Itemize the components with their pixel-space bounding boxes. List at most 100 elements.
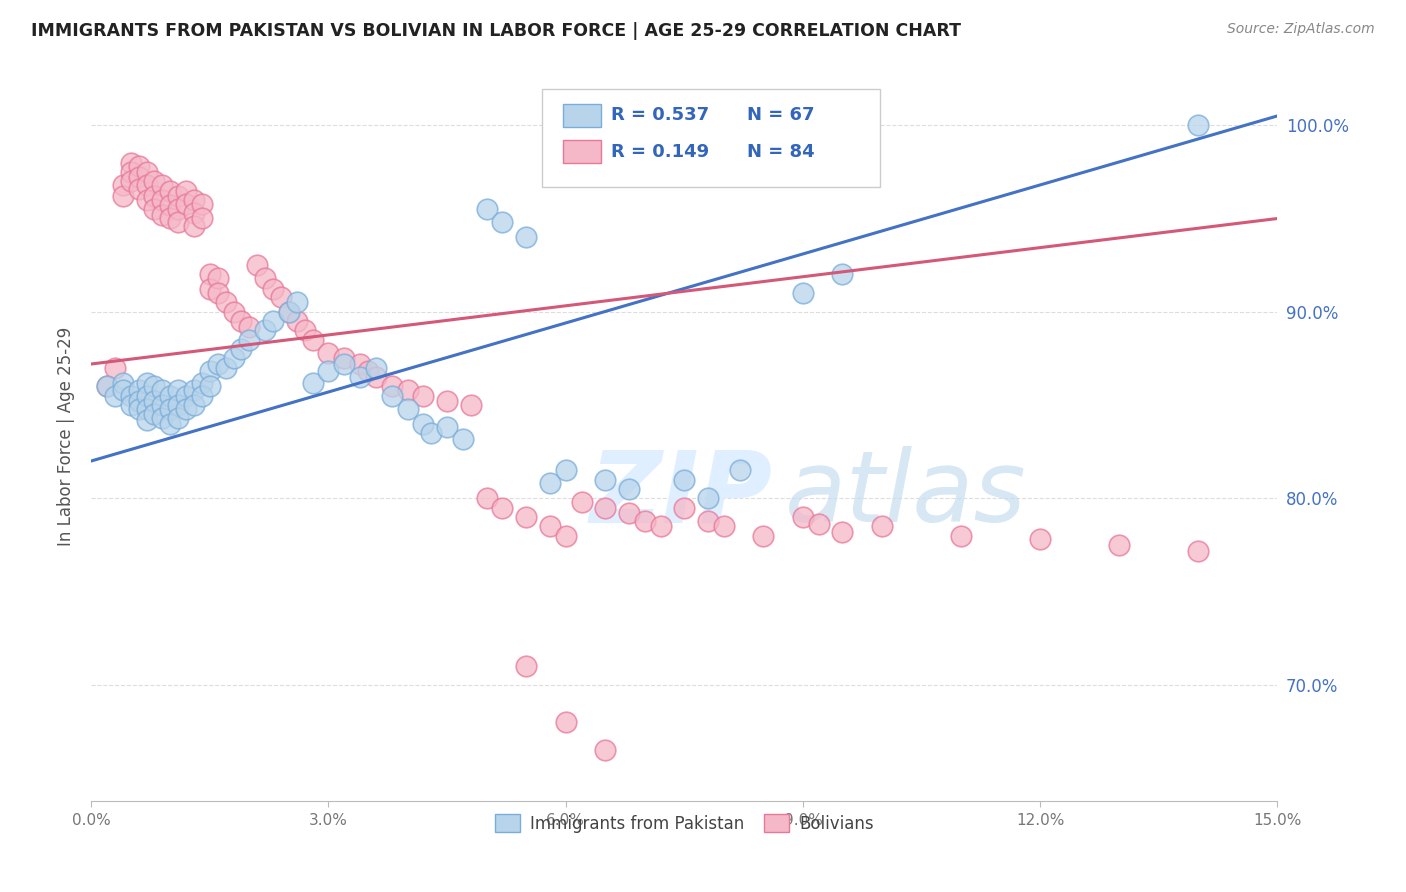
Point [752,528,775,542]
Point [128,394,150,409]
Point [262,282,284,296]
Point [697,514,720,528]
Point [381,379,404,393]
Point [150,193,173,207]
Point [128,170,150,185]
Point [120,174,142,188]
Point [167,202,190,216]
Point [135,178,157,192]
Point [294,323,316,337]
Point [349,357,371,371]
Point [318,364,340,378]
Text: ZIP: ZIP [589,447,772,543]
Point [285,295,308,310]
Point [104,389,127,403]
Point [207,357,229,371]
Point [167,383,190,397]
Point [1108,538,1130,552]
Point [111,383,134,397]
Legend: Immigrants from Pakistan, Bolivians: Immigrants from Pakistan, Bolivians [488,807,880,839]
Point [150,398,173,412]
Point [277,305,299,319]
Point [807,517,830,532]
Point [135,165,157,179]
Point [159,389,181,403]
Point [135,413,157,427]
Point [713,519,735,533]
Point [1187,118,1209,132]
Point [301,333,323,347]
Point [436,420,458,434]
Point [150,208,173,222]
FancyBboxPatch shape [564,140,602,163]
Point [617,506,640,520]
Point [111,189,134,203]
Point [143,394,166,409]
Point [254,271,277,285]
Point [159,401,181,416]
Text: R = 0.149: R = 0.149 [610,143,709,161]
Point [183,193,205,207]
Point [183,383,205,397]
Point [238,333,260,347]
Point [159,417,181,431]
Point [191,196,214,211]
Point [1029,533,1052,547]
Point [792,286,814,301]
Point [554,715,576,730]
Point [238,319,260,334]
Point [135,376,157,390]
Point [191,389,214,403]
Point [183,206,205,220]
Point [792,510,814,524]
Point [198,268,221,282]
Y-axis label: In Labor Force | Age 25-29: In Labor Force | Age 25-29 [58,327,75,547]
Point [128,159,150,173]
Point [198,282,221,296]
Point [167,411,190,425]
Point [120,389,142,403]
Point [143,174,166,188]
Point [254,323,277,337]
Point [96,379,118,393]
Point [120,398,142,412]
Point [111,178,134,192]
Point [277,305,299,319]
Point [396,401,419,416]
Point [191,376,214,390]
Point [150,178,173,192]
Text: N = 84: N = 84 [747,143,815,161]
Point [222,305,245,319]
Text: N = 67: N = 67 [747,106,814,124]
Point [538,476,561,491]
Point [396,383,419,397]
Point [174,401,197,416]
Point [120,155,142,169]
Point [198,364,221,378]
Point [593,743,616,757]
Point [191,211,214,226]
FancyBboxPatch shape [541,89,880,187]
Point [349,370,371,384]
Point [159,211,181,226]
Point [364,370,387,384]
Point [159,198,181,212]
Point [262,314,284,328]
Point [143,189,166,203]
Point [491,215,513,229]
Point [231,314,253,328]
Point [475,202,498,216]
Point [135,193,157,207]
Point [634,514,657,528]
Point [167,215,190,229]
Point [333,357,356,371]
Point [831,268,853,282]
Point [1187,543,1209,558]
Point [318,346,340,360]
Point [950,528,973,542]
Point [357,364,380,378]
Point [420,425,443,440]
Text: IMMIGRANTS FROM PAKISTAN VS BOLIVIAN IN LABOR FORCE | AGE 25-29 CORRELATION CHAR: IMMIGRANTS FROM PAKISTAN VS BOLIVIAN IN … [31,22,960,40]
Point [673,500,696,515]
Point [183,219,205,233]
